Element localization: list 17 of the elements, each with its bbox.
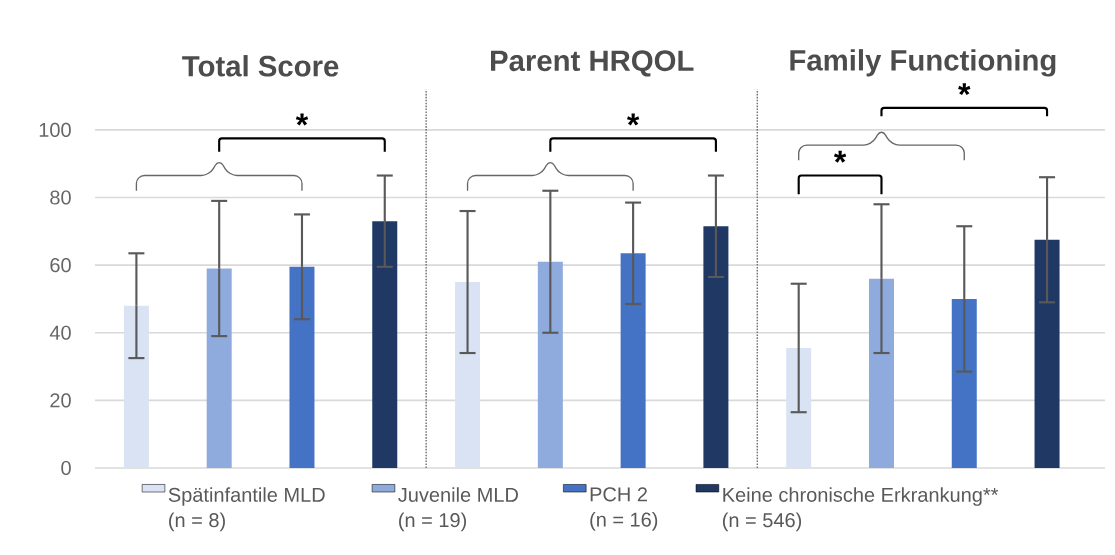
legend-label: Juvenile MLD (n = 19): [398, 487, 518, 532]
annotation: *: [833, 150, 847, 163]
y-tick-label: 0: [61, 460, 71, 476]
x-tick-label: Total Score: [182, 55, 339, 77]
x-tick-label: Parent HRQOL: [491, 50, 694, 77]
y-tick-label: 80: [50, 190, 71, 205]
x-tick-label: Family Functioning: [790, 49, 1056, 77]
annotation: *: [958, 83, 971, 96]
annotation: *: [626, 113, 640, 126]
y-tick-label: 100: [39, 122, 71, 137]
annotation: *: [295, 113, 309, 126]
y-tick-label: 20: [50, 393, 71, 408]
legend-label: Keine chronische Erkrankung** (n = 546): [722, 487, 999, 532]
y-tick-label: 40: [49, 325, 71, 340]
y-tick-label: 60: [50, 258, 71, 273]
legend-label: Spätinfantile MLD (n = 8): [168, 487, 325, 532]
legend-label: PCH 2 (n = 16): [590, 487, 658, 531]
